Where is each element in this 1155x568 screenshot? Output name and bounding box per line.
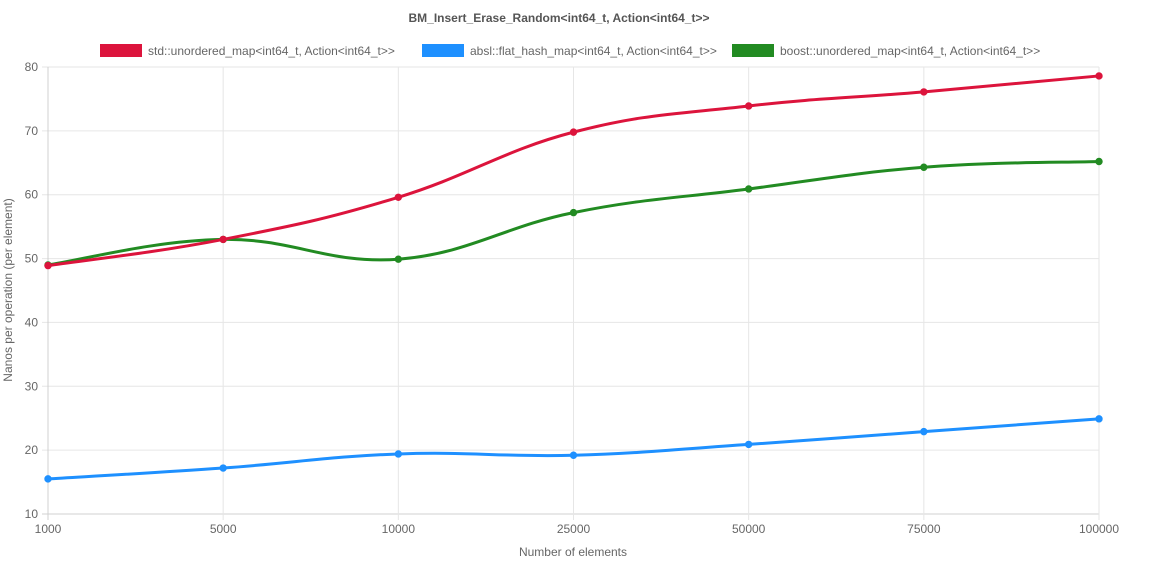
legend-label: boost::unordered_map<int64_t, Action<int… bbox=[780, 44, 1040, 58]
data-point bbox=[744, 185, 753, 193]
data-point bbox=[920, 163, 928, 171]
y-tick-label: 10 bbox=[25, 507, 39, 521]
data-point bbox=[394, 450, 403, 458]
legend-swatch bbox=[100, 44, 142, 57]
legend-item: absl::flat_hash_map<int64_t, Action<int6… bbox=[422, 44, 717, 58]
data-point bbox=[744, 102, 753, 110]
series-group bbox=[44, 72, 1103, 483]
data-point bbox=[569, 208, 578, 217]
data-point bbox=[569, 128, 578, 136]
x-axis-ticks: 1000 5000 10000 25000 50000 75000 100000 bbox=[35, 522, 1120, 536]
chart-title: BM_Insert_Erase_Random<int64_t, Action<i… bbox=[409, 11, 710, 25]
x-tick-label: 25000 bbox=[557, 522, 591, 536]
data-point bbox=[569, 451, 578, 459]
legend-label: absl::flat_hash_map<int64_t, Action<int6… bbox=[470, 44, 717, 58]
y-tick-label: 20 bbox=[25, 443, 39, 457]
legend-item: std::unordered_map<int64_t, Action<int64… bbox=[100, 44, 395, 58]
series-1 bbox=[44, 415, 1103, 483]
x-tick-label: 1000 bbox=[35, 522, 62, 536]
x-tick-label: 10000 bbox=[382, 522, 416, 536]
data-point bbox=[219, 235, 227, 244]
data-point bbox=[1095, 157, 1103, 166]
x-tick-label: 5000 bbox=[210, 522, 237, 536]
x-tick-label: 75000 bbox=[907, 522, 941, 536]
y-tick-label: 30 bbox=[25, 379, 39, 393]
y-tick-label: 40 bbox=[25, 315, 39, 329]
x-tick-label: 100000 bbox=[1079, 522, 1119, 536]
data-point bbox=[920, 427, 928, 436]
y-tick-label: 60 bbox=[25, 188, 39, 202]
legend-swatch bbox=[422, 44, 464, 57]
data-point bbox=[1095, 72, 1103, 80]
y-tick-label: 80 bbox=[25, 60, 39, 74]
data-point bbox=[744, 440, 753, 449]
data-point bbox=[1095, 415, 1103, 423]
x-tick-label: 50000 bbox=[732, 522, 766, 536]
data-point bbox=[394, 193, 403, 201]
data-point bbox=[920, 88, 928, 96]
y-tick-label: 70 bbox=[25, 124, 39, 138]
legend-item: boost::unordered_map<int64_t, Action<int… bbox=[732, 44, 1040, 58]
y-tick-label: 50 bbox=[25, 252, 39, 266]
data-point bbox=[44, 475, 52, 483]
data-point bbox=[394, 255, 403, 263]
y-axis-ticks: 10 20 30 40 50 60 70 80 bbox=[25, 60, 39, 521]
data-point bbox=[44, 261, 52, 270]
x-axis-label: Number of elements bbox=[519, 545, 627, 559]
legend-label: std::unordered_map<int64_t, Action<int64… bbox=[148, 44, 395, 58]
legend-swatch bbox=[732, 44, 774, 57]
data-point bbox=[219, 464, 227, 472]
chart-legend: std::unordered_map<int64_t, Action<int64… bbox=[100, 44, 1040, 58]
series-0 bbox=[44, 72, 1103, 270]
grid-lines bbox=[42, 66, 1100, 520]
y-axis-label: Nanos per operation (per element) bbox=[1, 198, 15, 381]
